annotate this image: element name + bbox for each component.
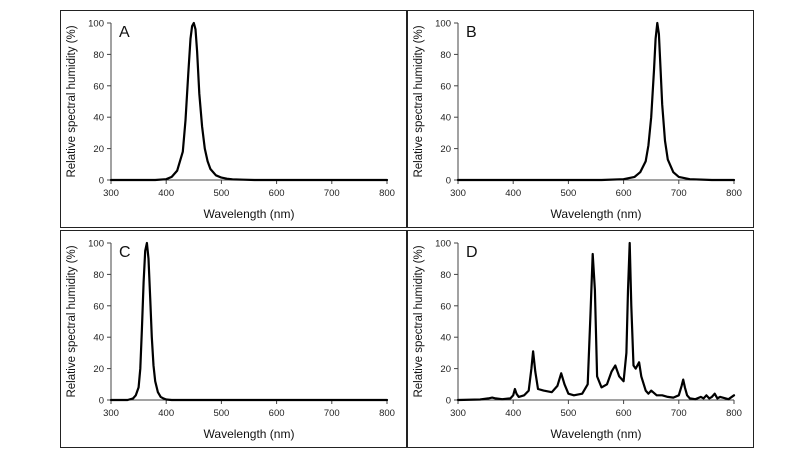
x-tick-label: 500 (560, 188, 576, 199)
chart-panel-c: 0 20 40 60 80 100 300 400 500 600 700 800 Wavelength… (60, 230, 407, 448)
y-tick-label: 0 (446, 396, 451, 407)
series-line-a (109, 21, 389, 182)
x-tick-label: 600 (269, 408, 285, 419)
panel-label-a: A (119, 24, 130, 41)
y-tick-label: 80 (440, 270, 451, 281)
y-tick-label: 100 (435, 19, 451, 30)
panel-label-c: C (119, 244, 131, 261)
chart-panel-a: 0 20 40 60 80 100 300 400 500 600 700 800 Wavelength… (60, 10, 407, 228)
y-tick-label: 80 (440, 50, 451, 61)
x-tick-label: 400 (158, 408, 174, 419)
y-tick-label: 100 (88, 19, 104, 30)
y-tick-label: 100 (435, 239, 451, 250)
y-tick-label: 80 (93, 270, 104, 281)
chart-panel-b: 0 20 40 60 80 100 300 400 500 600 700 800 Wavelength… (407, 10, 754, 228)
x-tick-label: 600 (269, 188, 285, 199)
y-axis-label: Relative spectral humidity (%) (66, 25, 78, 177)
x-tick-label: 400 (158, 188, 174, 199)
y-tick-label: 100 (88, 239, 104, 250)
y-axis-label: Relative spectral humidity (%) (66, 245, 78, 397)
x-tick-label: 300 (450, 408, 466, 419)
x-tick-label: 700 (324, 408, 340, 419)
chart-panel-d: 0 20 40 60 80 100 300 400 500 600 700 800 Wavelength… (407, 230, 754, 448)
y-tick-label: 40 (93, 333, 104, 344)
chart-b-svg: 0 20 40 60 80 100 300 400 500 600 700 800 Wavelength… (413, 19, 742, 222)
y-tick-label: 0 (99, 176, 104, 187)
x-tick-label: 300 (103, 408, 119, 419)
x-tick-label: 800 (726, 188, 742, 199)
y-tick-label: 60 (93, 301, 104, 312)
x-tick-label: 500 (560, 408, 576, 419)
x-tick-label: 500 (213, 408, 229, 419)
x-axis-label: Wavelength (nm) (551, 427, 642, 441)
y-tick-label: 40 (440, 113, 451, 124)
x-tick-label: 300 (450, 188, 466, 199)
x-tick-label: 800 (726, 408, 742, 419)
chart-a-svg: 0 20 40 60 80 100 300 400 500 600 700 800 Wavelength… (66, 19, 395, 222)
x-tick-label: 300 (103, 188, 119, 199)
y-tick-label: 40 (440, 333, 451, 344)
y-tick-label: 20 (93, 364, 104, 375)
y-tick-label: 40 (93, 113, 104, 124)
series-line-b (456, 21, 736, 182)
y-tick-label: 60 (440, 81, 451, 92)
y-tick-label: 20 (93, 144, 104, 155)
x-axis-label: Wavelength (nm) (204, 207, 295, 221)
x-tick-label: 400 (505, 408, 521, 419)
y-tick-label: 20 (440, 144, 451, 155)
x-tick-label: 600 (616, 188, 632, 199)
chart-d-svg: 0 20 40 60 80 100 300 400 500 600 700 800 Wavelength… (413, 239, 742, 442)
series-line-c (109, 241, 389, 402)
y-tick-label: 20 (440, 364, 451, 375)
panel-label-b: B (466, 24, 477, 41)
x-tick-label: 800 (379, 188, 395, 199)
x-tick-label: 700 (671, 188, 687, 199)
y-axis-label: Relative spectral humidity (%) (413, 245, 425, 397)
x-axis-label: Wavelength (nm) (551, 207, 642, 221)
y-tick-label: 60 (93, 81, 104, 92)
y-axis-label: Relative spectral humidity (%) (413, 25, 425, 177)
y-tick-label: 0 (446, 176, 451, 187)
series-line-d (456, 241, 736, 402)
chart-c-svg: 0 20 40 60 80 100 300 400 500 600 700 800 Wavelength… (66, 239, 395, 442)
x-tick-label: 500 (213, 188, 229, 199)
x-tick-label: 700 (671, 408, 687, 419)
x-tick-label: 800 (379, 408, 395, 419)
y-tick-label: 0 (99, 396, 104, 407)
x-tick-label: 600 (616, 408, 632, 419)
x-tick-label: 400 (505, 188, 521, 199)
panel-label-d: D (466, 244, 478, 261)
y-tick-label: 80 (93, 50, 104, 61)
x-tick-label: 700 (324, 188, 340, 199)
x-axis-label: Wavelength (nm) (204, 427, 295, 441)
y-tick-label: 60 (440, 301, 451, 312)
